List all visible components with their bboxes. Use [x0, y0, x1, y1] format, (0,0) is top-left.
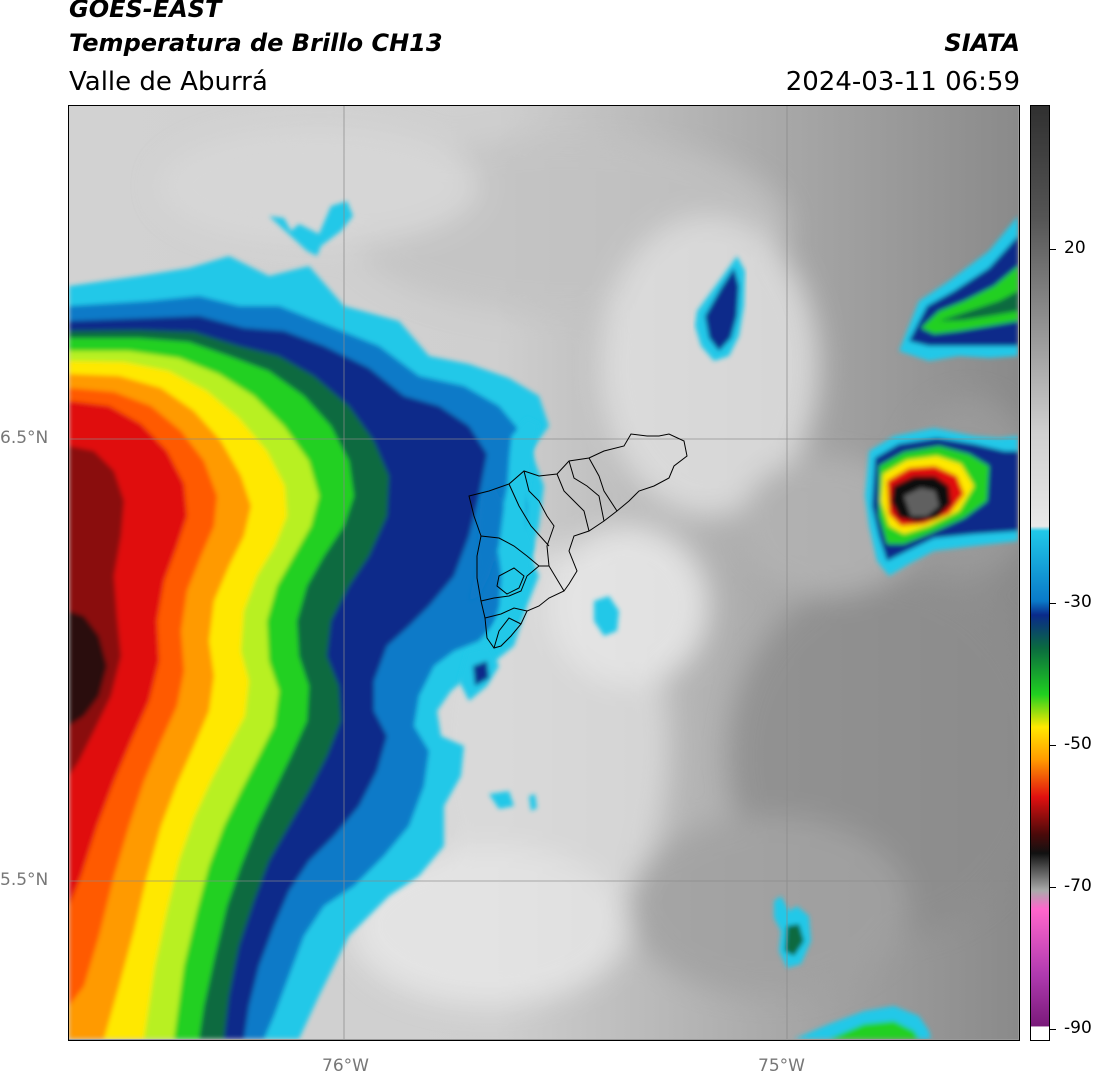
convective-system-west [69, 256, 549, 1039]
colorbar-tick-20 [1050, 249, 1056, 250]
map-canvas [69, 106, 1018, 1039]
cloud-core-black [69, 611, 107, 726]
agency-label: SIATA [944, 29, 1020, 57]
region-label: Valle de Aburrá [69, 67, 268, 97]
lat-label-5-5n: 5.5°N [0, 870, 49, 890]
colorbar-label-minus90: -90 [1064, 1018, 1092, 1038]
colorbar-label-minus50: -50 [1064, 734, 1092, 754]
cell-valley-dark [469, 486, 504, 601]
background-texture [159, 126, 1018, 1006]
temperature-colorbar [1030, 105, 1050, 1041]
lon-label-76w: 76°W [322, 1056, 369, 1076]
cell-east-valley [594, 596, 619, 636]
valle-de-aburra-boundaries [468, 433, 688, 649]
colorbar-label-minus30: -30 [1064, 592, 1092, 612]
colorbar-label-20: 20 [1064, 238, 1086, 258]
cell-south-east [774, 896, 931, 1039]
colorbar-label-minus70: -70 [1064, 876, 1092, 896]
cell-south-2 [529, 794, 537, 811]
colorbar-tick-minus70 [1050, 887, 1056, 888]
cell-east-deep [865, 428, 1018, 576]
brightness-temperature-map [68, 105, 1020, 1041]
lat-lon-grid [69, 106, 1018, 1039]
lat-label-6-5n: 6.5°N [0, 428, 49, 448]
datetime-label: 2024-03-11 06:59 [785, 67, 1020, 97]
satellite-title: GOES-EAST [69, 0, 222, 23]
cell-east-top [899, 216, 1018, 361]
colorbar-tick-minus50 [1050, 745, 1056, 746]
cell-mid-left-dark [473, 661, 489, 686]
cell-north-1 [269, 201, 353, 256]
product-title: Temperatura de Brillo CH13 [69, 29, 443, 57]
colorbar-tick-minus90 [1050, 1029, 1056, 1030]
cell-northeast [695, 256, 745, 361]
lon-label-75w: 75°W [758, 1056, 805, 1076]
cell-south-1 [489, 791, 514, 809]
colorbar-tick-minus30 [1050, 603, 1056, 604]
